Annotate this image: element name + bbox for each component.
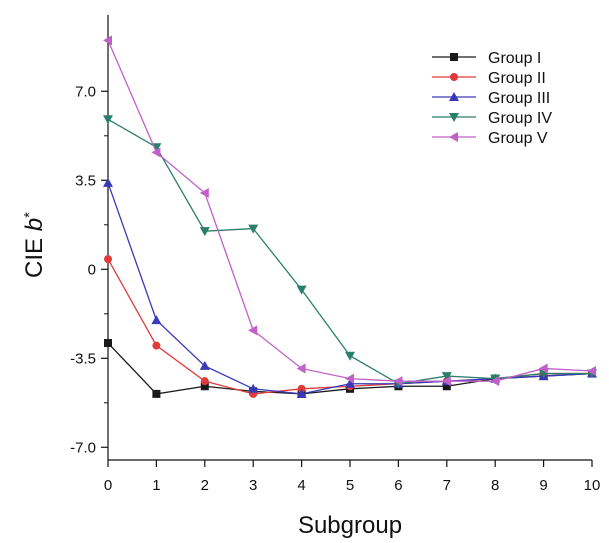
data-point-group-v <box>151 147 161 158</box>
data-point-group-iii <box>345 378 355 388</box>
x-axis-title: Subgroup <box>298 512 402 539</box>
data-point-group-iv <box>103 115 113 125</box>
legend-label: Group I <box>488 50 541 67</box>
legend: Group I Group II Group III Group IV Group V <box>432 50 552 147</box>
legend-label: Group III <box>488 90 550 107</box>
data-point-group-iii <box>296 388 307 398</box>
data-point-group-ii <box>152 341 161 350</box>
data-point-group-v <box>296 363 306 374</box>
data-point-group-iii <box>151 315 162 325</box>
legend-item-group-iii: Group III <box>432 90 550 107</box>
data-point-group-iv <box>441 372 452 382</box>
y-axis-title: CIE b* <box>21 212 49 278</box>
axes: 7.0 3.5 0 -3.5 -7.0 0 1 2 3 4 5 6 7 8 9 10 <box>70 15 600 494</box>
x-tick-label: 1 <box>152 477 160 494</box>
x-tick-label: 6 <box>394 477 402 494</box>
data-point-group-iv <box>345 351 355 361</box>
data-point-group-v <box>538 363 548 374</box>
series-line-group-iii <box>107 182 593 395</box>
x-tick-label: 3 <box>249 477 257 494</box>
data-point-group-i <box>152 389 161 398</box>
data-point-group-iii <box>199 360 210 370</box>
series-layer <box>103 35 597 398</box>
data-point-group-v <box>199 188 209 198</box>
data-point-group-v <box>393 376 403 387</box>
data-point-group-iii <box>103 177 113 187</box>
data-point-group-v <box>248 325 258 336</box>
legend-marker <box>449 132 458 142</box>
x-tick-label: 7 <box>443 477 451 494</box>
legend-item-group-i: Group I <box>432 50 541 67</box>
data-point-group-v <box>587 366 596 376</box>
x-tick-label: 4 <box>297 477 305 494</box>
y-tick-label: -3.5 <box>70 350 96 367</box>
data-point-group-i <box>442 382 451 391</box>
series-line-group-ii <box>107 258 592 395</box>
y-tick-label: 0 <box>88 261 96 278</box>
legend-item-group-ii: Group II <box>432 70 546 87</box>
y-tick-label: 3.5 <box>75 172 96 189</box>
legend-item-group-iv: Group IV <box>432 110 552 127</box>
data-point-group-iii <box>248 383 259 393</box>
data-point-group-iv <box>199 227 210 237</box>
data-point-group-ii <box>297 384 306 393</box>
data-point-group-ii <box>104 255 112 264</box>
data-point-group-v <box>441 376 451 387</box>
data-point-group-v <box>103 35 112 46</box>
legend-marker <box>449 113 459 122</box>
data-point-group-i <box>104 339 112 348</box>
series-group-iv <box>103 115 597 389</box>
legend-label: Group IV <box>488 110 552 127</box>
series-line-group-iv <box>107 118 592 385</box>
legend-label: Group II <box>488 70 546 87</box>
data-point-group-i <box>200 382 209 391</box>
legend-marker <box>450 73 458 81</box>
data-point-group-v <box>345 373 354 384</box>
data-point-group-iv <box>248 224 259 234</box>
legend-marker <box>450 53 458 61</box>
x-tick-label: 8 <box>491 477 499 494</box>
data-point-group-v <box>490 376 500 387</box>
y-tick-label: -7.0 <box>70 439 96 456</box>
data-point-group-ii <box>200 377 209 386</box>
legend-marker <box>449 92 459 101</box>
data-point-group-iv <box>296 285 307 295</box>
y-tick-label: 7.0 <box>75 83 96 100</box>
legend-label: Group V <box>488 130 548 147</box>
legend-item-group-v: Group V <box>432 130 548 147</box>
x-tick-label: 0 <box>104 477 112 494</box>
x-tick-label: 2 <box>201 477 209 494</box>
x-tick-label: 10 <box>584 477 601 494</box>
x-tick-label: 5 <box>346 477 354 494</box>
series-group-iii <box>103 177 597 398</box>
x-tick-label: 9 <box>539 477 547 494</box>
series-group-v <box>103 35 596 387</box>
